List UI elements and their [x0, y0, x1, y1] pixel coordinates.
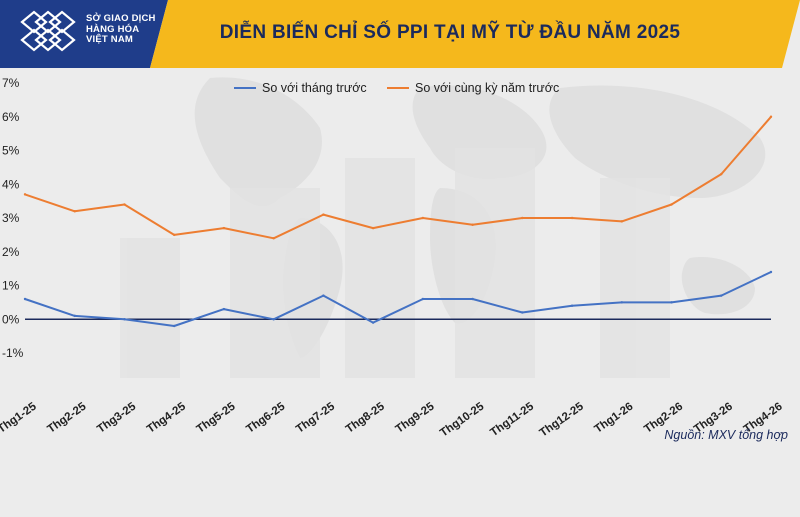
logo-icon [20, 10, 76, 52]
x-tick-label: Thg1-25 [0, 400, 39, 435]
background-bars [120, 148, 670, 378]
data-point [123, 318, 126, 321]
y-axis: -1% 0% 1% 2% 3% 4% 5% 6% 7% [2, 76, 771, 360]
x-tick-label: Thg8-25 [344, 400, 387, 435]
data-point [73, 210, 76, 213]
data-point [421, 297, 425, 301]
x-tick-label: Thg11-25 [488, 400, 536, 439]
data-point [570, 304, 574, 307]
x-tick-label: Thg12-25 [538, 400, 587, 439]
data-point [23, 297, 27, 301]
y-tick-label: 4% [2, 177, 20, 191]
series-layer [23, 115, 773, 328]
data-point [73, 314, 76, 318]
x-tick-label: Thg4-25 [145, 400, 188, 435]
data-point [620, 220, 623, 223]
data-point [521, 216, 524, 220]
y-tick-label: 6% [2, 110, 20, 124]
x-tick-label: Thg10-25 [438, 400, 487, 439]
data-point [620, 301, 623, 304]
source-note: Nguồn: MXV tổng hợp [664, 428, 788, 442]
data-point [123, 203, 126, 206]
logo-line-2: HÀNG HÓA [86, 23, 140, 35]
y-tick-label: 5% [2, 144, 20, 158]
data-point [322, 294, 325, 297]
data-point [720, 172, 723, 176]
data-point [570, 216, 574, 220]
logo-line-1: SỞ GIAO DỊCH [86, 13, 156, 24]
y-tick-label: 2% [2, 245, 20, 259]
data-point [371, 321, 375, 324]
x-tick-label: Thg3-25 [95, 400, 138, 435]
data-point [173, 324, 176, 328]
legend: So với tháng trước So với cùng kỳ năm trư… [234, 81, 559, 95]
x-tick-label: Thg6-25 [244, 400, 287, 435]
logo-text: SỞ GIAO DỊCH HÀNG HÓA VIỆT NAM [86, 13, 156, 46]
legend-label: So với tháng trước [262, 81, 367, 95]
ppi-infographic: SỞ GIAO DỊCH HÀNG HÓA VIỆT NAM DIỄN BIẾN… [0, 0, 800, 442]
data-point [769, 115, 773, 118]
ppi-line-chart: So với tháng trước So với cùng kỳ năm trư… [0, 76, 785, 439]
y-tick-label: 7% [2, 76, 20, 90]
data-point [670, 203, 673, 206]
header-band [0, 0, 800, 68]
y-tick-label: 3% [2, 211, 20, 225]
legend-label: So với cùng kỳ năm trước [415, 81, 559, 95]
data-point [272, 237, 275, 240]
y-tick-label: -1% [2, 346, 24, 360]
data-point [720, 294, 723, 297]
data-point [222, 226, 226, 230]
data-point [670, 301, 673, 304]
data-point [222, 307, 226, 311]
x-tick-label: Thg5-25 [195, 400, 238, 435]
data-point [272, 318, 275, 321]
series-line-1 [24, 271, 772, 327]
y-tick-label: 1% [2, 279, 20, 293]
x-tick-label: Thg1-26 [593, 401, 636, 436]
data-point [371, 226, 375, 230]
x-tick-label: Thg9-25 [394, 400, 437, 435]
data-point [769, 270, 773, 274]
y-tick-label: 0% [2, 312, 20, 326]
x-tick-label: Thg2-25 [45, 400, 88, 435]
data-point [471, 297, 474, 301]
data-point [471, 223, 474, 226]
data-point [322, 213, 325, 216]
data-point [521, 311, 524, 314]
series-line-2 [24, 116, 772, 240]
data-point [421, 216, 425, 220]
title-banner [150, 0, 800, 68]
data-point [173, 233, 176, 237]
chart-title: DIỄN BIẾN CHỈ SỐ PPI TẠI MỸ TỪ ĐẦU NĂM 2… [219, 22, 681, 43]
logo-line-3: VIỆT NAM [86, 34, 133, 45]
x-tick-label: Thg7-25 [294, 400, 337, 435]
data-point [23, 193, 27, 196]
